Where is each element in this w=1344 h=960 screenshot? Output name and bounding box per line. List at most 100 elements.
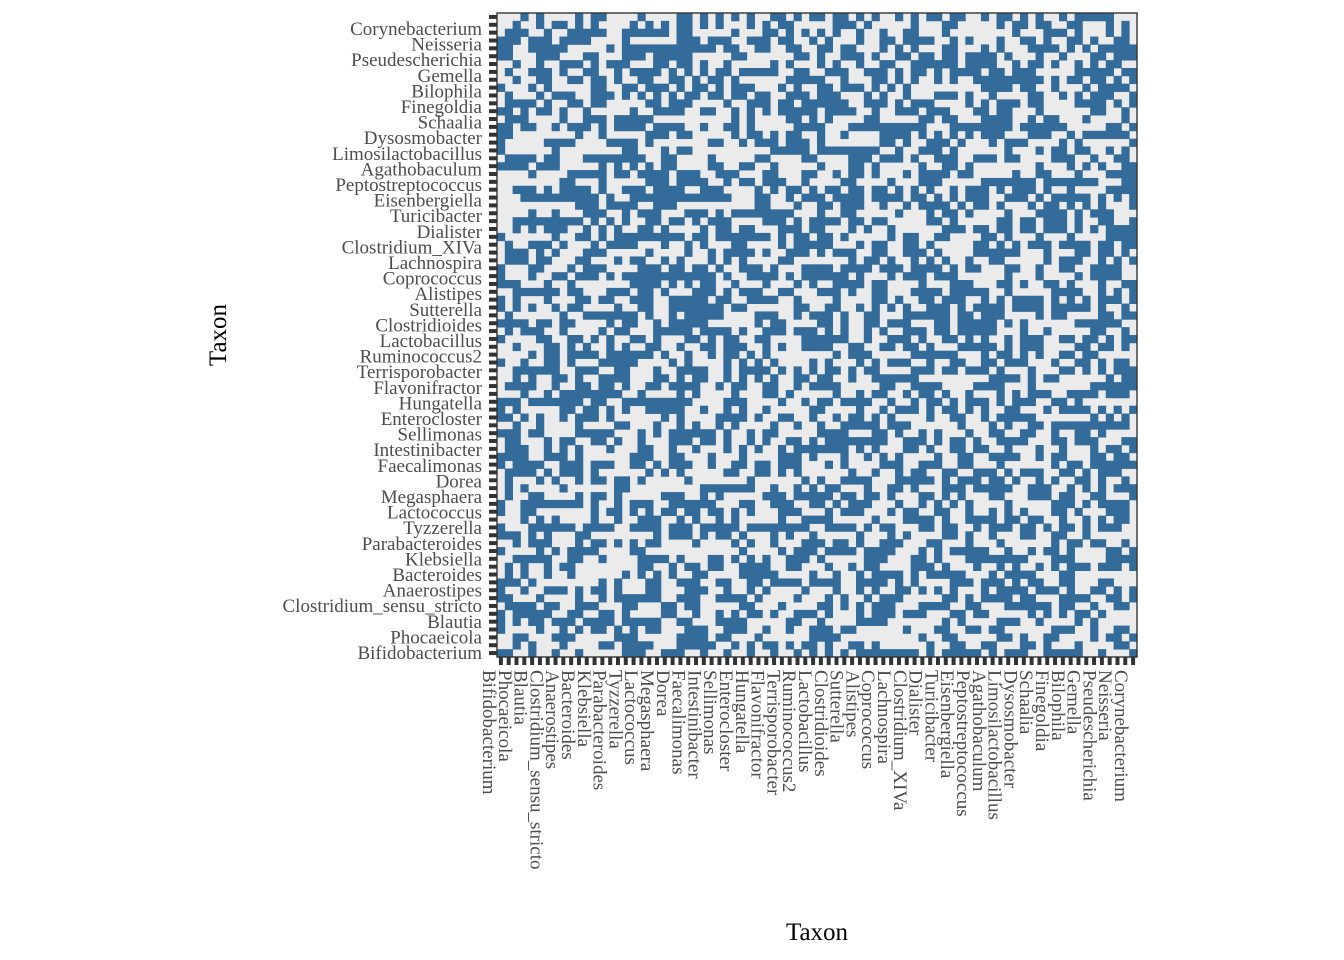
heatmap-tile — [1004, 586, 1013, 595]
heatmap-tile — [1090, 272, 1099, 281]
heatmap-tile — [512, 539, 521, 548]
heatmap-tile — [598, 13, 607, 22]
heatmap-tile — [707, 280, 716, 289]
heatmap-tile — [528, 507, 537, 517]
heatmap-tile — [965, 319, 974, 328]
heatmap-tile — [1035, 562, 1044, 572]
heatmap-tile — [1058, 193, 1068, 202]
heatmap-tile — [497, 232, 506, 242]
heatmap-tile — [1027, 366, 1036, 375]
heatmap-tile — [590, 586, 599, 595]
heatmap-tile — [598, 154, 607, 163]
x-tick-label: Terrisporobacter — [762, 670, 783, 796]
heatmap-tile — [793, 421, 802, 430]
heatmap-tile — [887, 60, 896, 69]
heatmap-tile — [777, 468, 787, 477]
heatmap-tile — [1121, 162, 1130, 171]
heatmap-tile — [551, 397, 560, 407]
heatmap-tile — [645, 444, 654, 454]
heatmap-tile — [1019, 122, 1029, 132]
heatmap-tile — [653, 421, 662, 430]
heatmap-tile — [1004, 107, 1013, 116]
heatmap-tile — [676, 578, 685, 587]
heatmap-tile — [575, 28, 584, 37]
heatmap-tile — [684, 13, 693, 22]
heatmap-tile — [1113, 444, 1122, 454]
heatmap-tile — [1121, 177, 1130, 187]
heatmap-tile — [637, 429, 646, 438]
heatmap-tile — [715, 295, 724, 304]
heatmap-tile — [575, 625, 584, 634]
heatmap-tile — [1043, 115, 1052, 124]
heatmap-tile — [614, 586, 623, 595]
heatmap-tile — [1004, 13, 1013, 22]
heatmap-tile — [512, 342, 521, 352]
heatmap-tile — [536, 492, 545, 501]
heatmap-tile — [676, 107, 685, 116]
heatmap-tile — [645, 405, 654, 414]
heatmap-tile — [1082, 476, 1091, 485]
heatmap-tile — [1019, 437, 1029, 446]
heatmap-tile — [902, 36, 912, 45]
heatmap-tile — [988, 554, 997, 564]
heatmap-tile — [988, 358, 997, 367]
heatmap-tile — [738, 264, 748, 273]
heatmap-tile — [614, 162, 623, 171]
heatmap-tile — [738, 382, 748, 391]
y-tick-label: Parabacteroides — [362, 534, 482, 555]
heatmap-tile — [824, 507, 833, 517]
heatmap-tile — [754, 154, 763, 163]
heatmap-tile — [551, 138, 560, 147]
heatmap-tile — [614, 539, 623, 548]
heatmap-tile — [621, 570, 631, 579]
heatmap-tile — [738, 594, 748, 603]
heatmap-tile — [1004, 547, 1013, 556]
heatmap-tile — [879, 609, 888, 619]
heatmap-tile — [879, 429, 888, 438]
heatmap-tile — [777, 20, 787, 30]
heatmap-tile — [543, 75, 553, 85]
heatmap-tile — [1004, 602, 1013, 611]
heatmap-tile — [1043, 389, 1052, 399]
heatmap-tile — [949, 115, 958, 124]
heatmap-tile — [1113, 499, 1122, 509]
heatmap-tile — [738, 327, 748, 336]
heatmap-tile — [934, 264, 943, 273]
heatmap-tile — [1113, 52, 1122, 61]
heatmap-tile — [785, 437, 794, 446]
heatmap-tile — [1066, 44, 1075, 53]
heatmap-tile — [824, 444, 833, 454]
heatmap-tile — [824, 83, 833, 92]
heatmap-tile — [910, 185, 919, 195]
heatmap-tile — [918, 562, 927, 572]
heatmap-tile — [1058, 311, 1068, 320]
heatmap-tile — [653, 523, 662, 532]
heatmap-tile — [731, 507, 740, 517]
heatmap-tile — [980, 444, 990, 454]
heatmap-tile — [824, 240, 833, 250]
heatmap-tile — [746, 484, 755, 493]
heatmap-tile — [582, 389, 592, 399]
heatmap-tile — [528, 185, 537, 195]
heatmap-tile — [1113, 36, 1122, 45]
heatmap-tile — [621, 382, 631, 391]
heatmap-tile — [856, 36, 865, 45]
heatmap-tile — [684, 594, 693, 603]
heatmap-tile — [637, 91, 646, 100]
heatmap-tile — [762, 170, 771, 179]
heatmap-tile — [1012, 515, 1021, 524]
heatmap-tile — [793, 217, 802, 226]
heatmap-tile — [895, 319, 904, 328]
heatmap-tile — [1035, 162, 1044, 171]
heatmap-tile — [1082, 146, 1091, 155]
heatmap-tile — [996, 484, 1005, 493]
heatmap-tile — [777, 209, 787, 218]
heatmap-tile — [840, 83, 849, 92]
heatmap-tile — [715, 67, 724, 77]
heatmap-tile — [988, 60, 997, 69]
heatmap-tile — [738, 547, 748, 556]
heatmap-tile — [746, 122, 755, 132]
heatmap-tile — [715, 413, 724, 422]
heatmap-tile — [1090, 209, 1099, 218]
heatmap-tile — [699, 570, 709, 579]
